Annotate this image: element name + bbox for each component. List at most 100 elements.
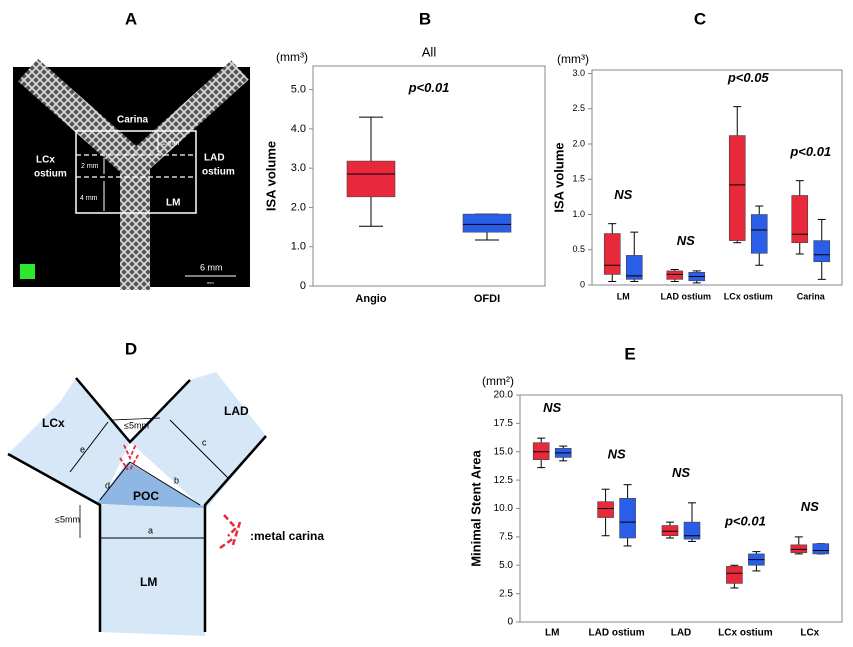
label: ≤5mm [55, 514, 80, 524]
stent-image: Carina LCx ostium LAD ostium LM 2 mm 2 m… [13, 58, 250, 290]
y-tick-label: 20.0 [494, 390, 514, 401]
box [726, 566, 743, 584]
y-axis-label: Minimal Stent Area [468, 449, 483, 566]
annotation: NS [614, 187, 632, 202]
y-tick-label: 2.0 [572, 138, 585, 148]
y-tick-label: 2.5 [572, 103, 585, 113]
panel-letter: C [694, 9, 706, 28]
label: LAD [224, 404, 249, 418]
y-tick-label: 17.5 [494, 418, 514, 429]
label: LM [140, 575, 157, 589]
charts: ISA volume (mm³) All 0 1.0 2.0 3.0 4.0 5.0 Angio O… [263, 44, 843, 639]
label: ostium [202, 167, 235, 178]
label: b [174, 475, 179, 485]
plot-frame [312, 65, 546, 287]
y-tick-label: 0 [507, 617, 513, 628]
annotation: NS [608, 447, 626, 462]
x-tick-label: LM [617, 291, 630, 301]
y-unit: (mm³) [276, 50, 308, 64]
y-tick-label: 3.0 [291, 162, 306, 174]
x-tick-label: OFDI [474, 293, 500, 305]
label: ostium [34, 169, 67, 180]
label: LAD [204, 153, 225, 164]
label: c [202, 437, 207, 447]
plot-frame [519, 394, 843, 623]
x-tick-label: LCx ostium [724, 291, 773, 301]
box [625, 255, 643, 280]
annotation: p<0.01 [724, 514, 766, 529]
annotation: p<0.01 [789, 144, 831, 159]
x-tick-label: LM [545, 628, 559, 639]
box [813, 240, 831, 263]
y-tick-label: 5.0 [499, 560, 513, 571]
y-tick-label: 5.0 [291, 83, 306, 95]
box [346, 160, 396, 198]
label: 4 mm [80, 195, 98, 202]
y-tick-label: 10.0 [494, 503, 514, 514]
y-unit: (mm³) [557, 52, 589, 66]
y-tick-label: 0 [580, 279, 585, 289]
annotation: p<0.05 [727, 70, 770, 85]
x-tick-label: LAD ostium [661, 291, 712, 301]
label: Carina [117, 115, 149, 126]
box [597, 501, 614, 518]
y-tick-label: 3.0 [572, 68, 585, 78]
x-tick-label: LAD ostium [589, 628, 645, 639]
panel-letter: D [125, 339, 137, 358]
y-tick-label: 1.0 [572, 209, 585, 219]
label: LCx [36, 155, 55, 166]
y-axis-label: ISA volume [551, 142, 566, 212]
box [812, 543, 830, 555]
y-tick-label: 12.5 [494, 475, 514, 486]
y-tick-label: 1.0 [291, 241, 306, 253]
y-tick-label: 2.5 [499, 588, 513, 599]
plot-frame [591, 69, 843, 286]
box [661, 525, 679, 537]
label: d [105, 480, 110, 490]
x-tick-label: LCx [800, 628, 819, 639]
x-tick-label: LCx ostium [718, 628, 773, 639]
box [728, 135, 746, 241]
y-unit: (mm²) [482, 374, 514, 388]
x-tick-label: Angio [355, 293, 386, 305]
label: mm [207, 280, 214, 285]
label: LM [166, 198, 180, 209]
box [790, 544, 808, 554]
panel-letter: A [125, 9, 137, 28]
box [603, 233, 621, 275]
box [532, 442, 550, 460]
label: 2 mm [162, 140, 180, 147]
label: e [80, 444, 85, 454]
y-tick-label: 4.0 [291, 123, 306, 135]
box [683, 521, 701, 540]
x-tick-label: Carina [797, 291, 826, 301]
y-tick-label: 0.5 [572, 244, 585, 254]
y-tick-label: 1.5 [572, 174, 585, 184]
label: 2 mm [81, 163, 99, 170]
box [750, 214, 768, 254]
box [791, 195, 809, 244]
annotation: p<0.01 [408, 80, 450, 95]
label: a [148, 525, 153, 535]
y-tick-label: 15.0 [494, 446, 514, 457]
label: 6 mm [200, 262, 223, 272]
box [462, 213, 512, 233]
box [619, 497, 636, 539]
label: LCx [42, 416, 65, 430]
y-axis-label: ISA volume [263, 141, 278, 211]
bifurcation-diagram: LCx LAD POC LM a b c d e ≤5mm ≤5mm :meta… [7, 372, 324, 636]
annotation: NS [801, 499, 819, 514]
label: POC [133, 489, 159, 503]
panel-letter: E [624, 344, 635, 363]
annotation: NS [672, 465, 690, 480]
chart-title: All [422, 44, 437, 59]
box [666, 270, 684, 280]
y-tick-label: 7.5 [499, 532, 513, 543]
y-tick-label: 0 [300, 280, 306, 292]
annotation: NS [677, 233, 695, 248]
annotation: NS [543, 400, 561, 415]
label: ≤5mm [124, 420, 149, 430]
y-tick-label: 2.0 [291, 201, 306, 213]
x-tick-label: LAD [671, 628, 692, 639]
